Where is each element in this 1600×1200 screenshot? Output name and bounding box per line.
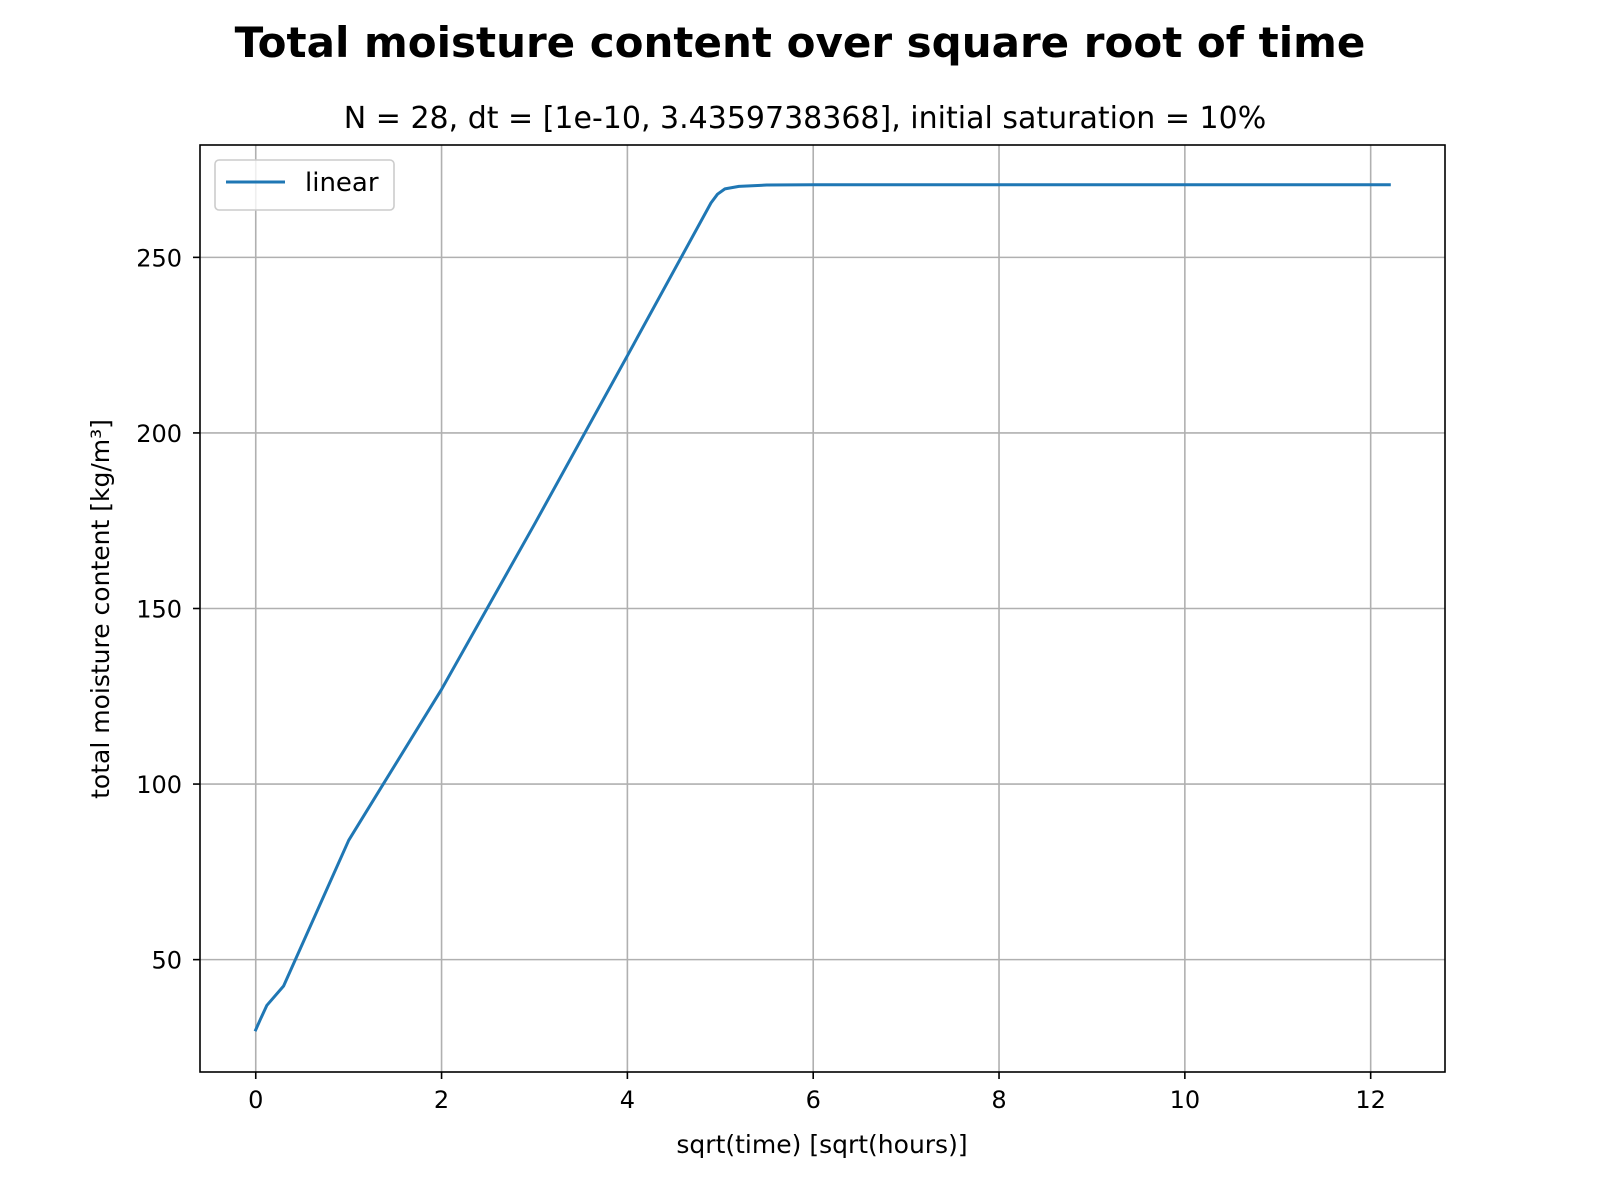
y-tick-label: 150 [136,596,182,624]
legend: linear [214,159,395,211]
chart-subtitle: N = 28, dt = [1e-10, 3.4359738368], init… [344,101,1266,136]
x-axis-label: sqrt(time) [sqrt(hours)] [676,1130,967,1159]
grid [200,145,1445,1072]
x-tick-label: 12 [1355,1086,1386,1114]
y-tick-label: 100 [136,771,182,799]
legend-box [214,159,395,211]
series-line-linear [253,183,1391,1032]
axis-ticks: 0 2 4 6 8 10 12 50 100 150 200 250 [136,244,1386,1114]
y-axis-label: total moisture content [kg/m³] [86,419,115,799]
plot-lines [253,183,1391,1032]
x-tick-label: 8 [991,1086,1006,1114]
chart-title: Total moisture content over square root … [235,18,1366,67]
x-tick-label: 10 [1170,1086,1201,1114]
x-tick-label: 4 [620,1086,635,1114]
y-tick-label: 200 [136,420,182,448]
x-tick-label: 2 [434,1086,449,1114]
legend-label-linear: linear [305,168,379,198]
y-tick-label: 250 [136,244,182,272]
x-tick-label: 0 [248,1086,263,1114]
y-tick-label: 50 [151,947,182,975]
x-tick-label: 6 [806,1086,821,1114]
